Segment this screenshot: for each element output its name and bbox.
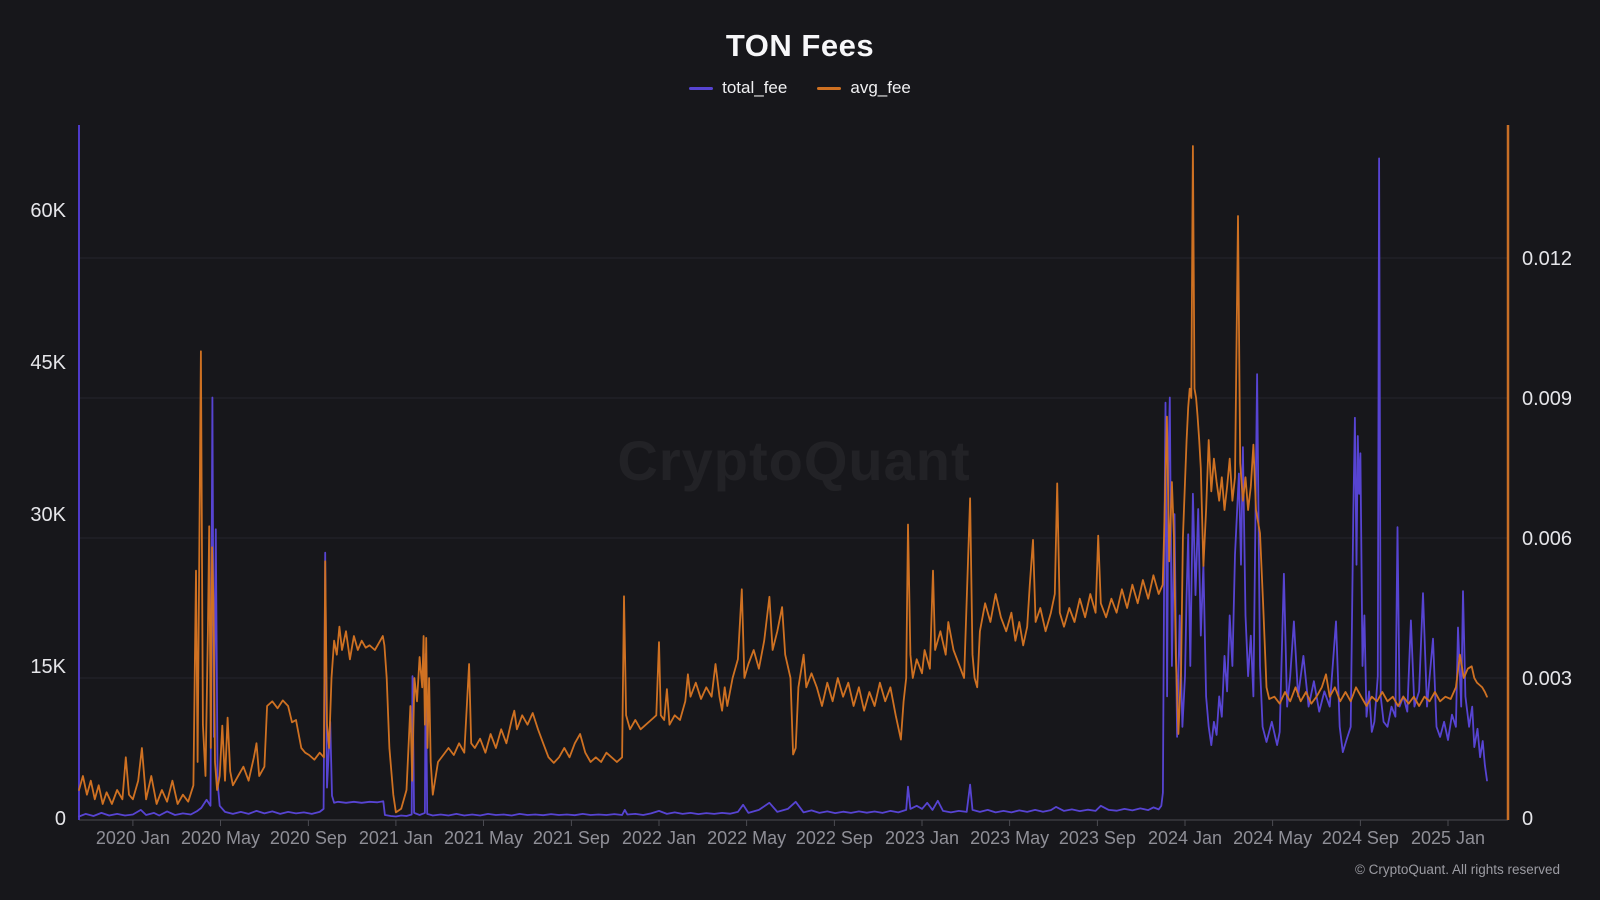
x-tick-label: 2020 May	[181, 828, 260, 848]
x-tick-label: 2023 Jan	[885, 828, 959, 848]
left-axis-tick-label: 30K	[30, 504, 66, 526]
x-tick-label: 2021 Jan	[359, 828, 433, 848]
right-axis-tick-label: 0	[1522, 808, 1533, 830]
x-tick-label: 2021 Sep	[533, 828, 610, 848]
x-tick-label: 2021 May	[444, 828, 523, 848]
x-tick-label: 2022 Jan	[622, 828, 696, 848]
x-tick-label: 2024 Jan	[1148, 828, 1222, 848]
x-tick-label: 2024 Sep	[1322, 828, 1399, 848]
x-tick-label: 2020 Jan	[96, 828, 170, 848]
right-axis-tick-label: 0.012	[1522, 248, 1572, 270]
left-axis-tick-label: 60K	[30, 200, 66, 222]
left-axis-tick-label: 45K	[30, 352, 66, 374]
chart-legend: total_fee avg_fee	[0, 78, 1600, 98]
left-axis-tick-label: 15K	[30, 656, 66, 678]
x-tick-label: 2025 Jan	[1411, 828, 1485, 848]
x-tick-label: 2024 May	[1233, 828, 1312, 848]
total-fee-swatch-icon	[689, 86, 714, 90]
legend-item-avg-fee[interactable]: avg_fee	[817, 78, 911, 98]
left-axis-tick-label: 0	[55, 808, 66, 830]
legend-label-total-fee: total_fee	[722, 78, 788, 97]
right-axis-tick-label: 0.006	[1522, 528, 1572, 550]
series-line-total_fee	[78, 157, 1488, 818]
avg-fee-swatch-icon	[817, 86, 842, 90]
legend-item-total-fee[interactable]: total_fee	[689, 78, 787, 98]
legend-label-avg-fee: avg_fee	[850, 78, 911, 97]
x-tick-label: 2023 May	[970, 828, 1049, 848]
chart-title: TON Fees	[725, 28, 875, 63]
right-axis-tick-label: 0.009	[1522, 388, 1572, 410]
x-tick-label: 2023 Sep	[1059, 828, 1136, 848]
x-tick-label: 2022 Sep	[796, 828, 873, 848]
x-tick-label: 2020 Sep	[270, 828, 347, 848]
series-line-avg_fee	[78, 145, 1488, 814]
right-axis-tick-label: 0.003	[1522, 668, 1572, 690]
copyright-note: © CryptoQuant. All rights reserved	[1354, 862, 1560, 877]
x-tick-label: 2022 May	[707, 828, 786, 848]
